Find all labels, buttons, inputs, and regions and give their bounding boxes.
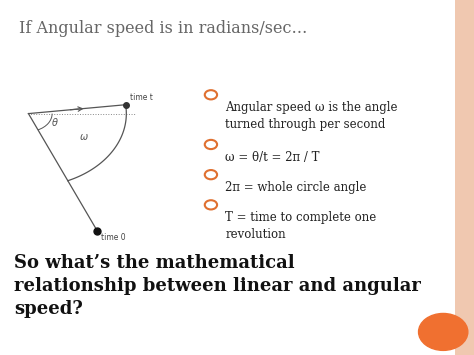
Text: So what’s the mathematical
relationship between linear and angular
speed?: So what’s the mathematical relationship … (14, 254, 421, 318)
FancyBboxPatch shape (455, 0, 474, 355)
Text: time t: time t (130, 93, 153, 102)
Text: T = time to complete one
revolution: T = time to complete one revolution (225, 211, 376, 241)
Text: $\theta$: $\theta$ (51, 116, 58, 129)
Circle shape (419, 313, 468, 350)
Text: $\omega$: $\omega$ (79, 132, 89, 142)
Text: 2π = whole circle angle: 2π = whole circle angle (225, 181, 366, 194)
Text: If Angular speed is in radians/sec…: If Angular speed is in radians/sec… (19, 20, 307, 37)
Text: Angular speed ω is the angle
turned through per second: Angular speed ω is the angle turned thro… (225, 101, 398, 131)
Text: time 0: time 0 (101, 233, 126, 241)
Text: ω = θ/t = 2π / T: ω = θ/t = 2π / T (225, 151, 319, 164)
